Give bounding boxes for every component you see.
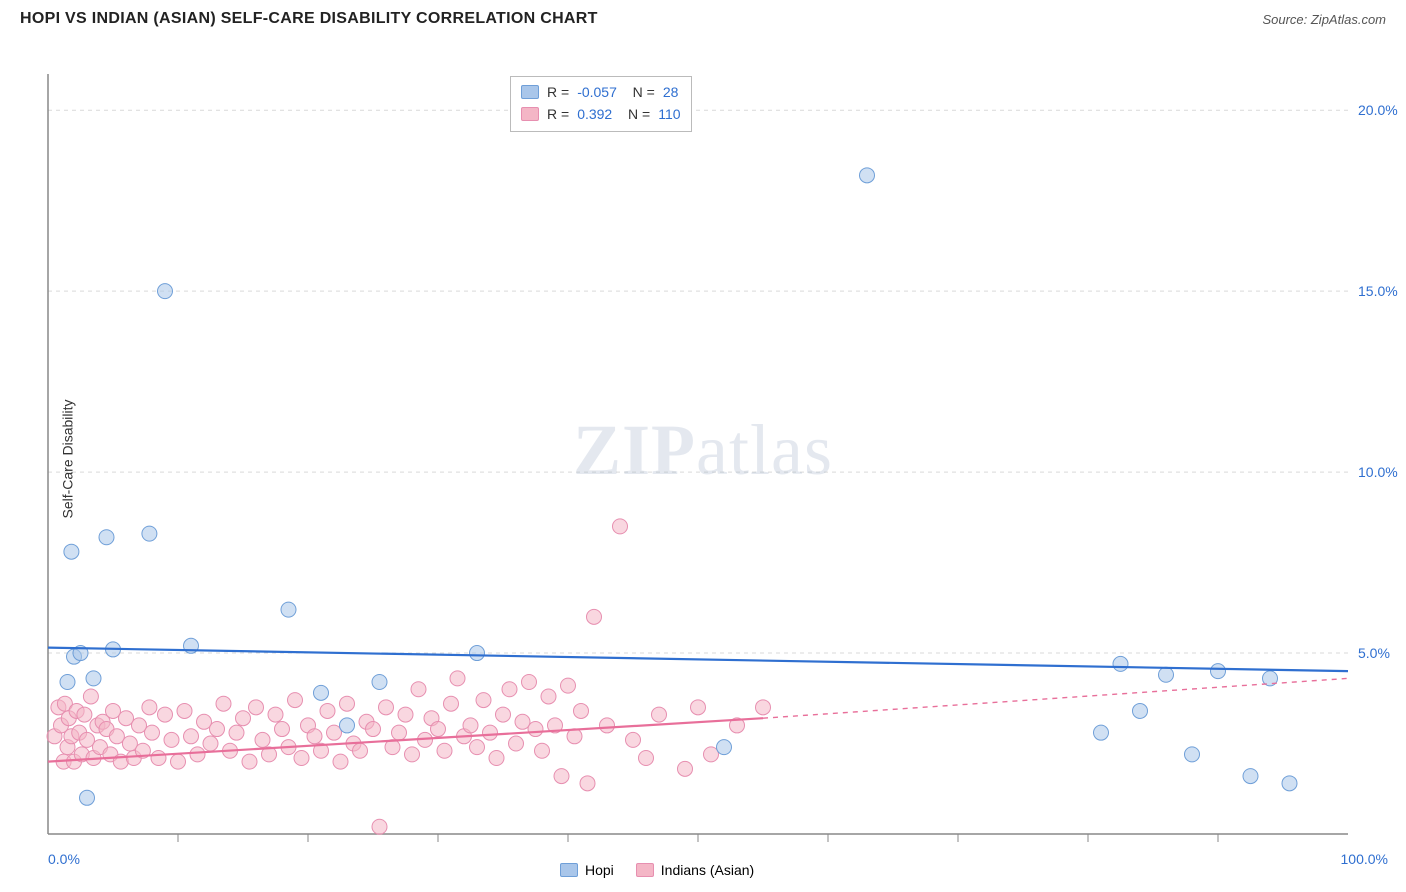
legend-row-hopi: R = -0.057 N = 28 [521, 81, 681, 103]
y-axis-label: Self-Care Disability [60, 399, 76, 518]
r-value-indians: 0.392 [577, 106, 612, 122]
svg-text:0.0%: 0.0% [48, 851, 80, 867]
scatter-plot-svg: 5.0% 10.0% 15.0% 20.0% 0.0% 100.0% [0, 34, 1406, 884]
svg-text:20.0%: 20.0% [1358, 102, 1398, 118]
swatch-hopi-icon [560, 863, 578, 877]
n-value-indians: 110 [658, 106, 680, 122]
svg-text:15.0%: 15.0% [1358, 283, 1398, 299]
legend-row-indians: R = 0.392 N = 110 [521, 103, 681, 125]
source-attribution: Source: ZipAtlas.com [1262, 12, 1386, 27]
svg-text:10.0%: 10.0% [1358, 464, 1398, 480]
chart-area: Self-Care Disability ZIPatlas 5.0%10.0%1… [0, 34, 1406, 884]
svg-text:100.0%: 100.0% [1341, 851, 1388, 867]
legend-label-indians: Indians (Asian) [661, 862, 754, 878]
swatch-hopi [521, 85, 539, 99]
correlation-legend: R = -0.057 N = 28 R = 0.392 N = 110 [510, 76, 692, 132]
r-value-hopi: -0.057 [577, 84, 617, 100]
n-value-hopi: 28 [663, 84, 679, 100]
swatch-indians-icon [636, 863, 654, 877]
legend-item-indians: Indians (Asian) [636, 862, 754, 878]
chart-title: HOPI VS INDIAN (ASIAN) SELF-CARE DISABIL… [20, 10, 598, 28]
svg-text:5.0%: 5.0% [1358, 645, 1390, 661]
series-legend: Hopi Indians (Asian) [560, 862, 754, 878]
legend-item-hopi: Hopi [560, 862, 614, 878]
legend-label-hopi: Hopi [585, 862, 614, 878]
swatch-indians [521, 107, 539, 121]
